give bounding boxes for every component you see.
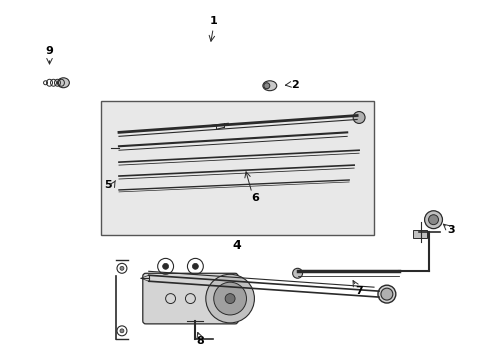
FancyBboxPatch shape <box>142 273 238 324</box>
Ellipse shape <box>380 288 392 300</box>
Text: 2: 2 <box>290 80 298 90</box>
Circle shape <box>213 282 246 315</box>
Circle shape <box>120 266 123 270</box>
Circle shape <box>192 264 198 269</box>
Text: 1: 1 <box>209 16 217 26</box>
Circle shape <box>205 274 254 323</box>
Circle shape <box>424 211 442 229</box>
Circle shape <box>163 264 168 269</box>
Ellipse shape <box>377 285 395 303</box>
Text: 6: 6 <box>250 193 258 203</box>
Ellipse shape <box>57 78 69 88</box>
Ellipse shape <box>263 81 276 91</box>
Text: 3: 3 <box>447 225 454 235</box>
Circle shape <box>352 112 365 123</box>
Circle shape <box>120 329 123 333</box>
Text: 4: 4 <box>232 239 241 252</box>
Circle shape <box>224 294 235 303</box>
Text: 9: 9 <box>45 46 53 56</box>
Ellipse shape <box>292 268 302 278</box>
Text: 8: 8 <box>196 336 204 346</box>
Bar <box>412 230 426 238</box>
Bar <box>101 100 373 235</box>
Text: 5: 5 <box>104 180 112 190</box>
Ellipse shape <box>264 83 269 89</box>
Text: 7: 7 <box>354 286 362 296</box>
Circle shape <box>427 215 438 225</box>
